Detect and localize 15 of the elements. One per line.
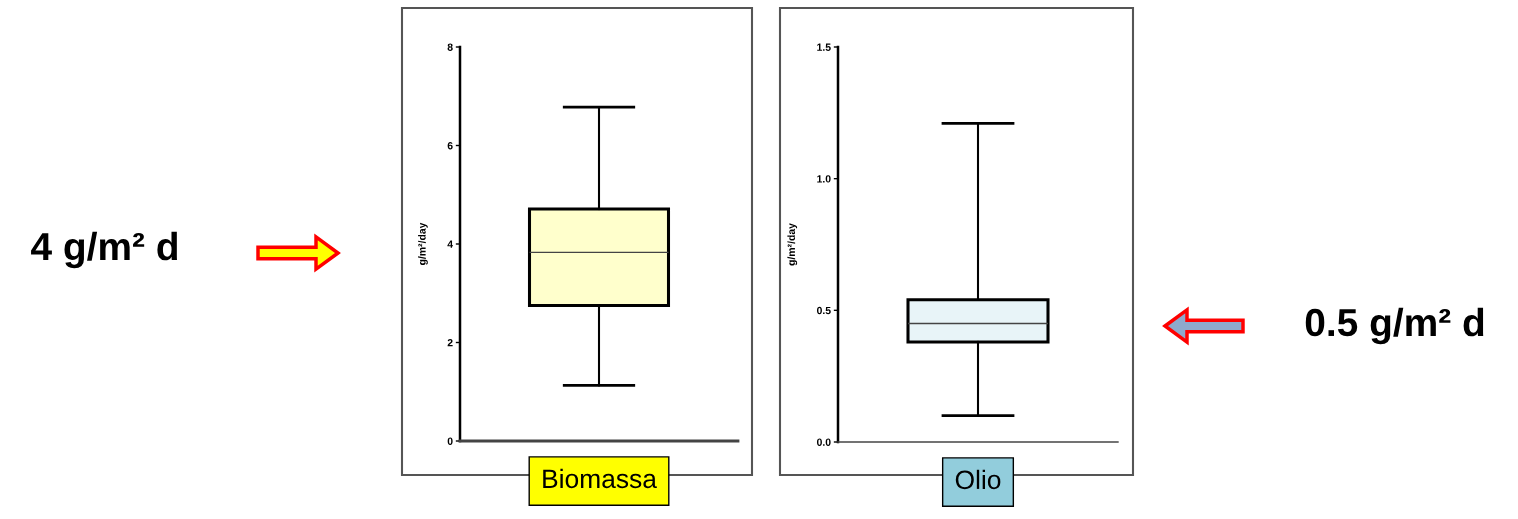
y-tick-label: 6 [447,142,453,150]
y-tick-label: 1.5 [817,43,831,51]
y-tick-label: 0.0 [816,438,831,446]
y-axis-title: g/m²/day [787,223,798,266]
y-tick-label: 2 [447,339,453,347]
x-tick-label: Biomassa [543,468,657,489]
y-tick-label: 4 [447,240,453,248]
text: 4 g/m² d [31,231,177,269]
x-tick-label: Olio [955,469,1001,490]
y-tick-label: 8 [447,43,453,51]
text: 0.5 g/m² d [1305,307,1484,345]
y-tick-label: 0.5 [816,306,831,315]
y-axis-title: g/m²/day [418,222,428,265]
y-tick-label: 0 [447,437,453,445]
y-tick-label: 1.0 [817,175,831,183]
